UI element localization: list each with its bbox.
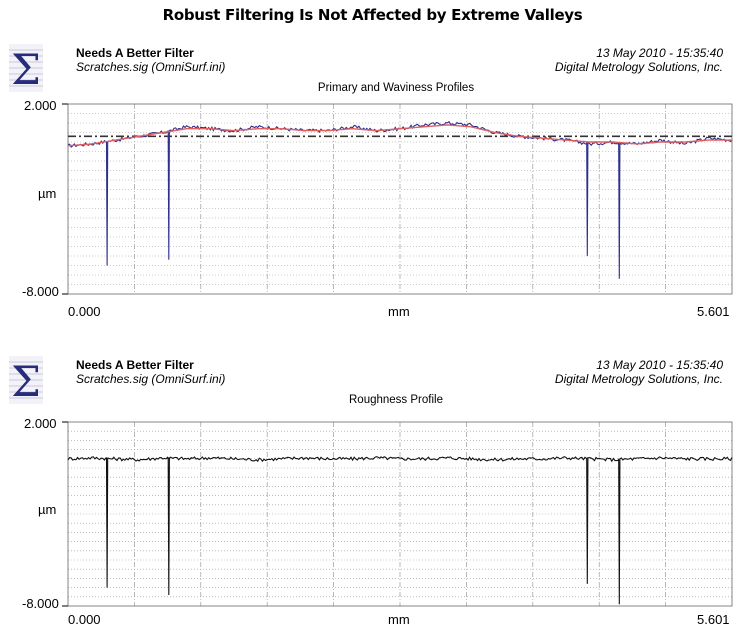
sigma-logo-icon: Σ — [9, 44, 43, 92]
y-max-label: 2.000 — [24, 98, 57, 113]
svg-text:Σ: Σ — [11, 357, 41, 404]
y-min-label: -8.000 — [22, 596, 59, 611]
plot-frame — [67, 421, 733, 607]
svg-text:Σ: Σ — [11, 45, 41, 92]
chart-subtitle: Roughness Profile — [349, 394, 443, 406]
x-min-label: 0.000 — [68, 304, 101, 319]
primary-waviness-chart — [62, 103, 733, 295]
file-name: Scratches.sig (OmniSurf.ini) — [76, 60, 226, 74]
profile-name: Needs A Better Filter — [76, 46, 194, 60]
x-unit-label: mm — [388, 304, 410, 319]
y-min-label: -8.000 — [22, 284, 59, 299]
profile-name: Needs A Better Filter — [76, 358, 194, 372]
timestamp: 13 May 2010 - 15:35:40 — [596, 358, 723, 372]
plot-frame — [67, 103, 733, 295]
timestamp: 13 May 2010 - 15:35:40 — [596, 46, 723, 60]
company-name: Digital Metrology Solutions, Inc. — [554, 60, 723, 74]
x-max-label: 5.601 — [697, 304, 730, 319]
y-unit-label: µm — [38, 186, 57, 201]
header-right: 13 May 2010 - 15:35:40 Digital Metrology… — [555, 46, 723, 74]
header-left: Needs A Better Filter Scratches.sig (Omn… — [76, 46, 225, 74]
company-name: Digital Metrology Solutions, Inc. — [554, 372, 723, 386]
x-unit-label: mm — [388, 612, 410, 627]
roughness-chart — [62, 421, 733, 607]
y-max-label: 2.000 — [24, 416, 57, 431]
roughness-panel: Σ Needs A Better Filter Scratches.sig (O… — [0, 352, 745, 627]
x-max-label: 5.601 — [697, 612, 730, 627]
file-name: Scratches.sig (OmniSurf.ini) — [76, 372, 226, 386]
header-right: 13 May 2010 - 15:35:40 Digital Metrology… — [555, 358, 723, 386]
page-title: Robust Filtering Is Not Affected by Extr… — [162, 6, 583, 24]
header-left: Needs A Better Filter Scratches.sig (Omn… — [76, 358, 225, 386]
series-line-roughness — [67, 456, 733, 605]
chart-subtitle: Primary and Waviness Profiles — [317, 82, 475, 94]
series-line-waviness — [67, 124, 732, 147]
sigma-logo-icon: Σ — [9, 356, 43, 404]
y-unit-label: µm — [38, 502, 57, 517]
x-min-label: 0.000 — [68, 612, 101, 627]
primary-waviness-panel: Σ Needs A Better Filter Scratches.sig (O… — [0, 40, 745, 319]
